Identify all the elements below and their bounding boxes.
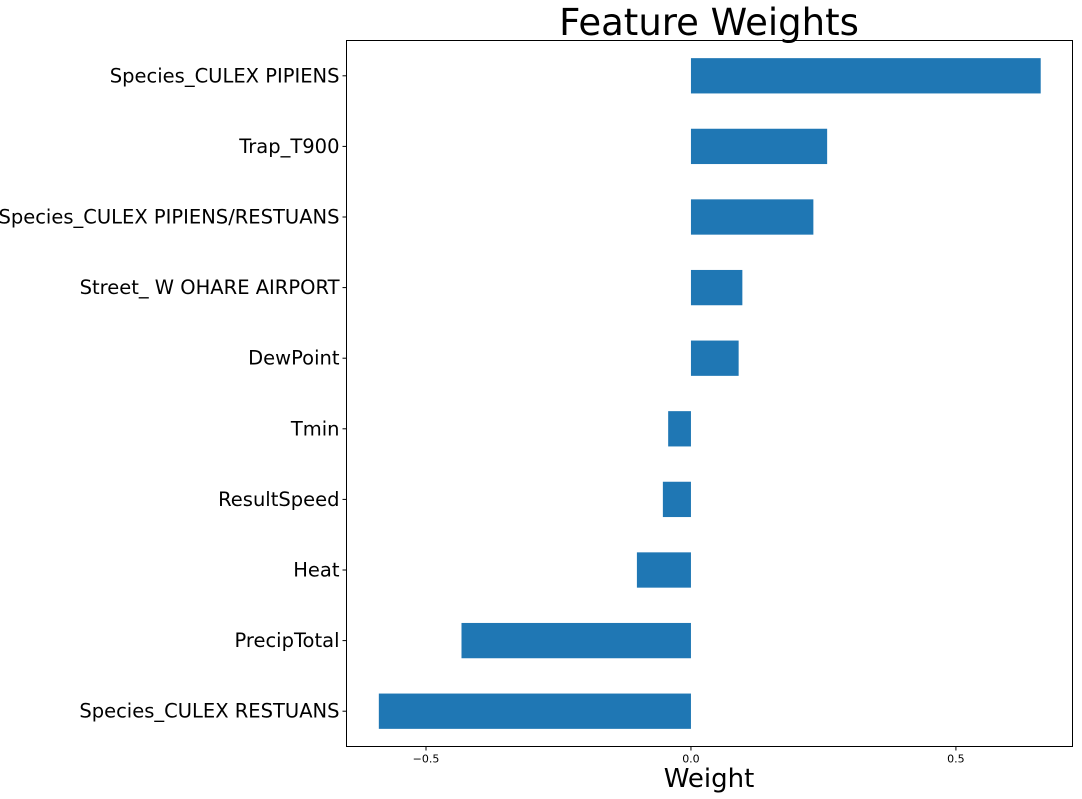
y-tick-label: Heat <box>293 559 340 582</box>
x-tick-label: 0.0 <box>682 753 700 766</box>
y-tick-label: PrecipTotal <box>234 629 339 652</box>
bar <box>690 199 814 235</box>
y-tick-label: Trap_T900 <box>238 135 339 158</box>
y-tick-label: Species_CULEX RESTUANS <box>79 700 339 723</box>
plot-area-frame <box>346 40 1073 747</box>
chart-title: Feature Weights <box>559 1 859 44</box>
bar <box>690 128 828 165</box>
y-tick-label: Species_CULEX PIPIENS <box>110 64 340 87</box>
y-tick-label: Street_ W OHARE AIRPORT <box>80 276 340 299</box>
bar <box>690 58 1041 94</box>
x-tick-label: 0.5 <box>947 753 965 766</box>
bar <box>636 552 691 588</box>
x-tick-label: −0.5 <box>413 753 440 766</box>
bar <box>662 481 691 518</box>
y-tick-label: Tmin <box>290 417 340 440</box>
y-tick-label: ResultSpeed <box>218 488 339 511</box>
bar <box>378 693 691 729</box>
bar <box>690 269 743 306</box>
y-tick-label: DewPoint <box>248 347 340 370</box>
bar <box>668 411 691 447</box>
bar <box>461 622 691 659</box>
y-tick-label: Species_CULEX PIPIENS/RESTUANS <box>0 206 340 229</box>
bar <box>690 340 739 376</box>
x-axis-label: Weight <box>664 764 755 794</box>
